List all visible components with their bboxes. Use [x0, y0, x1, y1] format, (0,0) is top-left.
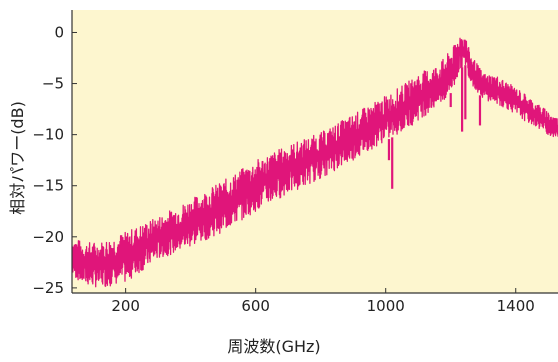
y-tick-label: −20: [32, 228, 64, 246]
x-axis-label: 周波数(GHz): [227, 337, 320, 356]
x-tick-label: 600: [241, 297, 270, 315]
y-tick-label: −15: [32, 177, 64, 195]
y-axis-label: 相対パワー(dB): [8, 101, 27, 215]
x-ticks: 200 600 1000 1400: [111, 288, 535, 315]
spectrum-line: [72, 37, 558, 288]
y-tick-label: −5: [42, 75, 64, 93]
y-tick-label: −10: [32, 126, 64, 144]
y-tick-label: −25: [32, 279, 64, 297]
x-tick-label: 200: [111, 297, 140, 315]
y-ticks: 0 −5 −10 −15 −20 −25: [32, 23, 77, 297]
y-tick-label: 0: [54, 23, 64, 41]
x-tick-label: 1000: [367, 297, 405, 315]
series-layer: [72, 37, 558, 288]
x-tick-label: 1400: [497, 297, 535, 315]
